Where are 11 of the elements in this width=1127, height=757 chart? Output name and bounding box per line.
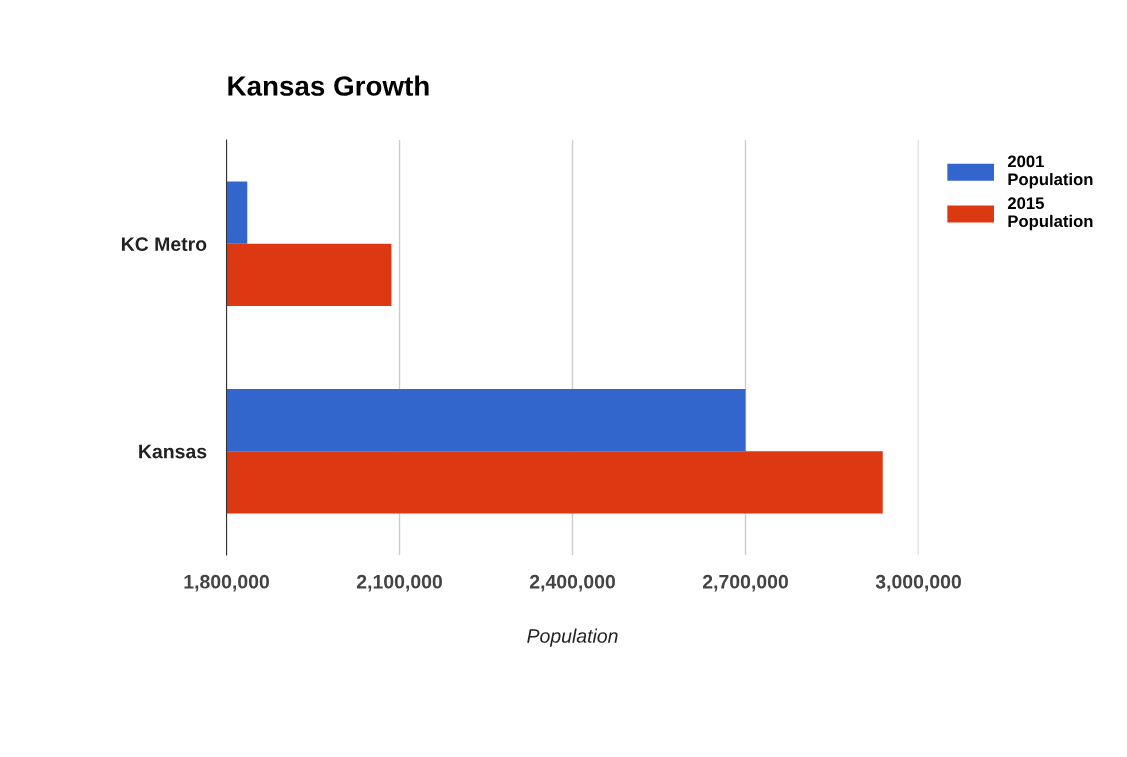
y-tick-label: KC Metro xyxy=(121,237,207,251)
x-tick-label: 2,100,000 xyxy=(356,574,442,592)
x-tick-label: 2,400,000 xyxy=(529,574,615,592)
x-tick-label: 1,800,000 xyxy=(184,574,269,592)
x-tick-label: 2,700,000 xyxy=(702,574,788,592)
legend-label: 2001 Population xyxy=(1007,155,1093,189)
x-axis-title: Population xyxy=(527,628,618,647)
chart-title: Kansas Growth xyxy=(228,75,429,96)
x-tick-label: 3,000,000 xyxy=(875,574,961,592)
y-tick-label: Kansas xyxy=(139,444,207,459)
legend-label: 2015 Population xyxy=(1007,197,1093,231)
